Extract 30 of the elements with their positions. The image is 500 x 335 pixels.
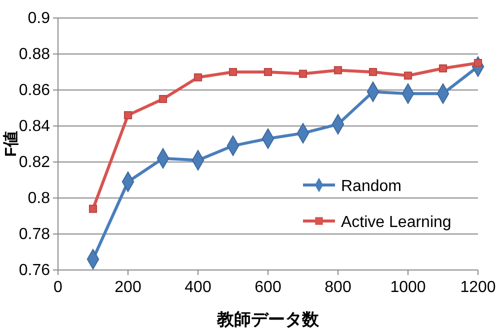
y-tick-label: 0.86 (18, 82, 50, 99)
y-tick-label: 0.78 (18, 226, 50, 243)
x-tick-label: 0 (54, 279, 63, 296)
point (158, 94, 168, 104)
y-axis-title: F値 (2, 131, 20, 157)
point (438, 64, 448, 72)
point (334, 66, 342, 74)
point (228, 68, 238, 76)
y-tick-label: 0.76 (18, 262, 50, 279)
point (88, 204, 98, 213)
x-tick-label: 600 (254, 279, 282, 296)
point (298, 70, 308, 78)
y-tick-label: 0.8 (28, 190, 50, 207)
y-tick-label: 0.9 (28, 10, 50, 27)
point (194, 73, 202, 82)
point (404, 72, 412, 80)
x-tick-label: 400 (184, 279, 212, 296)
x-tick-label: 200 (114, 279, 142, 296)
x-tick-label: 800 (324, 279, 352, 296)
point (124, 111, 132, 120)
y-tick-label: 0.84 (18, 118, 50, 135)
x-tick-label: 1000 (390, 279, 426, 296)
point (264, 68, 272, 76)
y-tick-label: 0.82 (18, 154, 50, 171)
x-tick-label: 1200 (460, 279, 496, 296)
y-tick-label: 0.88 (18, 46, 50, 63)
point (368, 68, 378, 76)
legend-label: Active Learning (341, 214, 452, 231)
x-axis-title: 教師データ数 (216, 310, 320, 329)
legend-label: Random (341, 178, 402, 195)
